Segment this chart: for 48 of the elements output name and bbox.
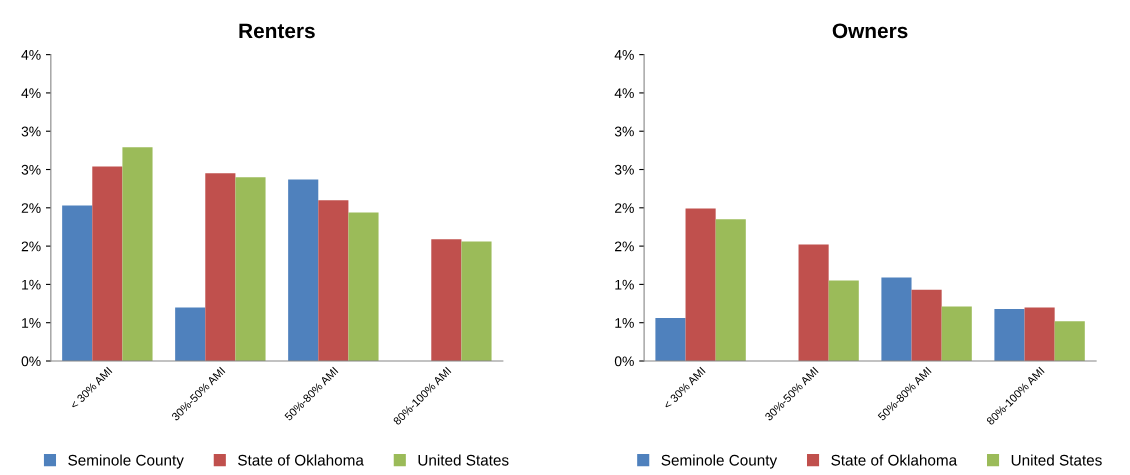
y-tick-label: 4% xyxy=(21,88,41,99)
y-tick-label: 2% xyxy=(615,241,634,252)
y-tick-label: 2% xyxy=(21,203,41,213)
bar xyxy=(235,177,266,361)
bar xyxy=(348,212,379,361)
bar xyxy=(798,244,829,361)
legend-label: United States xyxy=(418,454,509,466)
legend-label: United States xyxy=(1011,454,1102,466)
bar xyxy=(715,219,746,361)
bar xyxy=(288,179,319,361)
legend-label: Seminole County xyxy=(68,454,184,469)
bar xyxy=(62,205,93,361)
y-tick-label: 2% xyxy=(21,241,41,252)
bar xyxy=(1054,321,1085,361)
y-tick-label: 0% xyxy=(614,356,634,367)
bar xyxy=(994,308,1025,361)
bar xyxy=(911,289,942,361)
bar xyxy=(685,208,716,361)
y-tick-label: 0% xyxy=(21,356,41,367)
chart-title: Renters xyxy=(239,23,315,39)
y-tick-label: 4% xyxy=(614,88,634,99)
chart-title: Owners xyxy=(832,23,908,39)
y-tick-label: 1% xyxy=(22,279,41,290)
y-tick-label: 1% xyxy=(615,318,634,328)
legend-label: State of Oklahoma xyxy=(831,454,958,466)
y-tick-label: 3% xyxy=(614,126,634,137)
y-tick-label: 3% xyxy=(21,164,41,175)
bar xyxy=(92,166,123,361)
bar xyxy=(941,306,972,361)
bar xyxy=(828,280,859,361)
y-tick-label: 2% xyxy=(615,203,634,213)
bar xyxy=(1024,307,1055,361)
bar xyxy=(655,318,686,361)
bar xyxy=(175,307,206,361)
bar xyxy=(205,173,236,361)
bar xyxy=(461,241,492,361)
y-tick-label: 1% xyxy=(615,279,634,290)
y-tick-label: 4% xyxy=(614,50,634,60)
legend-label: State of Oklahoma xyxy=(238,454,364,466)
y-tick-label: 3% xyxy=(614,164,634,175)
bar xyxy=(881,277,912,361)
y-tick-label: 3% xyxy=(21,126,41,137)
y-tick-label: 4% xyxy=(21,50,41,60)
bar xyxy=(431,239,462,361)
y-tick-label: 1% xyxy=(22,318,41,328)
legend-label: Seminole County xyxy=(661,454,778,469)
bar xyxy=(318,200,349,361)
bar xyxy=(122,147,153,361)
